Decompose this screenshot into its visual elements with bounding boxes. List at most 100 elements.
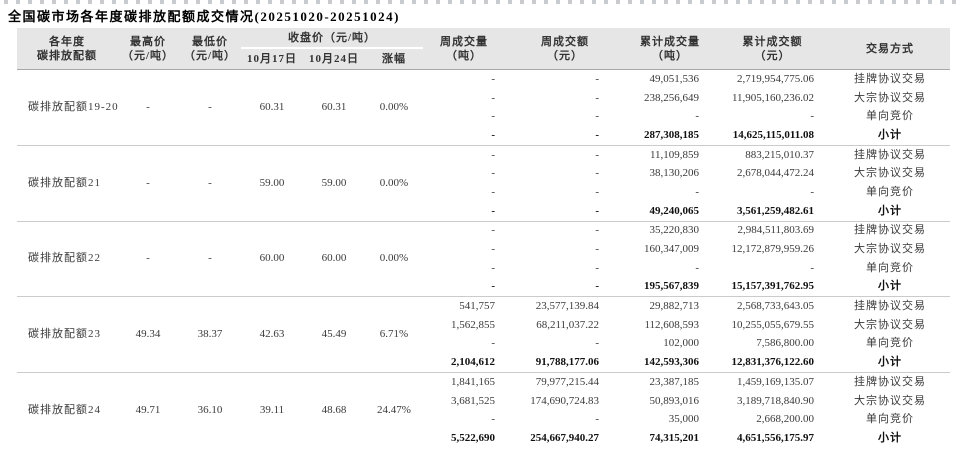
week-volume-cell: - — [491, 413, 496, 426]
trade-method-cell: 大宗协议交易 — [854, 167, 927, 180]
header-low-unit: （元/吨） — [183, 49, 237, 62]
table-row: 碳排放配额21- -59.00 59.00 0.00% - -11,109,859 883,… — [17, 145, 950, 222]
header-low-line1: 最低价 — [192, 35, 228, 48]
header-close-oct24: 10月24日 — [303, 48, 365, 70]
clipped-text-row — [4, 0, 960, 4]
cum-amount-cell: 14,625,115,011.08 — [715, 126, 831, 146]
cum-amount-cell: 4,651,556,175.97 — [737, 431, 815, 444]
cum-volume-cell: - — [695, 261, 700, 274]
table-body: 碳排放配额19-20- -60.31 60.31 0.00% - -49,051,536 2… — [17, 69, 951, 448]
week-amount-cell: - — [595, 72, 600, 85]
trade-method-cell: 小计 — [830, 201, 951, 222]
header-high-price: 最高价 （元/吨） — [117, 28, 179, 70]
header-week-amount-line1: 周成交额 — [541, 35, 590, 48]
low-price-cell: - — [179, 69, 241, 146]
header-cum-amount-line1: 累计成交额 — [742, 35, 803, 48]
week-amount-cell: - — [595, 337, 600, 350]
header-cum-amount: 累计成交额 （元） — [715, 28, 831, 70]
table-row: - - - - 单向竞价 — [17, 107, 950, 126]
week-volume-cell: - — [491, 185, 496, 198]
trade-method-cell: 大宗协议交易 — [854, 243, 927, 256]
week-amount-cell: - — [505, 126, 626, 146]
close-oct24-cell: 48.68 — [321, 403, 347, 416]
trade-method-cell: 挂牌协议交易 — [854, 148, 927, 161]
close-oct24-cell: 45.49 — [303, 296, 365, 373]
week-volume-cell: - — [491, 261, 496, 274]
group-name-cell: 碳排放配额24 — [28, 403, 101, 416]
week-volume-cell: - — [491, 167, 496, 180]
cum-amount-cell: 1,459,169,135.07 — [737, 375, 815, 388]
change-cell: 0.00% — [365, 145, 424, 222]
header-week-volume-line1: 周成交量 — [440, 35, 489, 48]
week-volume-cell: 541,757 — [459, 300, 496, 313]
high-price-cell: - — [117, 69, 179, 146]
table-row: 碳排放配额19-20- -60.31 60.31 0.00% - -49,051,536 2… — [17, 69, 950, 146]
cum-volume-cell: - — [695, 185, 700, 198]
high-price-cell: 49.71 — [135, 403, 161, 416]
cum-amount-cell: 883,215,010.37 — [745, 148, 815, 161]
header-week-volume: 周成交量 （吨） — [423, 28, 506, 70]
week-volume-cell: 1,841,165 — [451, 375, 496, 388]
week-amount-cell: - — [595, 243, 600, 256]
week-amount-cell: - — [595, 224, 600, 237]
table-row: - - - - 单向竞价 — [17, 183, 950, 202]
cum-volume-cell: 35,220,830 — [649, 224, 700, 237]
group-name-cell: 碳排放配额23 — [17, 296, 117, 373]
close-oct17-cell: 59.00 — [241, 145, 303, 222]
table-row: 5,522,690 254,667,940.27 74,315,201 4,651,5… — [17, 429, 950, 448]
week-amount-cell: - — [505, 201, 626, 222]
cum-amount-cell: 2,719,954,775.06 — [737, 72, 815, 85]
header-close-price-group: 收盘价（元/吨） — [241, 28, 424, 49]
table-row: - - 160,347,009 12,172,879,959.26 大宗协议交易 — [17, 240, 950, 259]
trade-method-cell: 挂牌协议交易 — [854, 300, 927, 313]
cum-volume-cell: 195,567,839 — [625, 277, 716, 298]
cum-volume-cell: 74,315,201 — [649, 431, 700, 444]
cum-volume-cell: - — [695, 110, 700, 123]
cum-amount-cell: 2,678,044,472.24 — [737, 167, 815, 180]
cum-volume-cell: 38,130,206 — [649, 167, 700, 180]
table-row: - - 238,256,649 11,905,160,236.02 大宗协议交易 — [17, 89, 950, 108]
trade-method-cell: 单向竞价 — [866, 110, 915, 123]
cum-volume-cell: 112,608,593 — [644, 318, 700, 331]
week-volume-cell: - — [491, 110, 496, 123]
week-volume-cell: - — [491, 224, 496, 237]
table-row: - -49,240,065 3,561,259,482.61 小计 — [17, 201, 951, 222]
trade-method-cell: 小计 — [830, 277, 951, 298]
header-high-unit: （元/吨） — [121, 49, 175, 62]
week-volume-cell: 5,522,690 — [451, 431, 496, 444]
table-row: - -287,308,185 14,625,115,011.08 小计 — [17, 126, 951, 146]
trade-method-cell: 大宗协议交易 — [854, 394, 927, 407]
header-week-amount-unit: （元） — [547, 49, 584, 62]
cum-volume-cell: 160,347,009 — [644, 243, 700, 256]
table-row: 碳排放配额24 49.71 36.10 39.11 48.68 24.47% 1,841,1… — [17, 373, 950, 416]
week-volume-cell: - — [423, 126, 506, 146]
high-price-cell: - — [117, 145, 179, 222]
cum-amount-cell: 3,561,259,482.61 — [715, 201, 831, 222]
cum-amount-cell: 2,668,200.00 — [756, 413, 815, 426]
week-volume-cell: - — [491, 148, 496, 161]
cum-volume-cell: 49,240,065 — [625, 201, 716, 222]
cum-volume-cell: 142,593,306 — [625, 353, 716, 374]
high-price-cell: 49.34 — [117, 296, 179, 373]
cum-volume-cell: 238,256,649 — [644, 91, 700, 104]
trade-method-cell: 单向竞价 — [866, 413, 915, 426]
cum-volume-cell: 50,893,016 — [649, 394, 700, 407]
week-amount-cell: 254,667,940.27 — [530, 431, 600, 444]
table-header: 各年度 碳排放配额 最高价 （元/吨） 最低价 （元/吨） 收盘价（元/吨） 周… — [17, 28, 951, 70]
change-cell: 0.00% — [365, 69, 424, 146]
header-trade-method: 交易方式 — [830, 28, 951, 70]
trade-method-cell: 小计 — [830, 353, 951, 374]
cum-amount-cell: - — [810, 110, 815, 123]
cum-amount-cell: 11,905,160,236.02 — [731, 91, 815, 104]
low-price-cell: 38.37 — [179, 296, 241, 373]
week-amount-cell: - — [595, 148, 600, 161]
table-row: - - 35,000 2,668,200.00 单向竞价 — [17, 410, 950, 429]
trade-method-cell: 单向竞价 — [866, 261, 915, 274]
cum-volume-cell: 102,000 — [663, 337, 700, 350]
week-volume-cell: - — [491, 243, 496, 256]
header-week-amount: 周成交额 （元） — [505, 28, 626, 70]
close-oct24-cell: 60.31 — [303, 69, 365, 146]
cum-amount-cell: - — [810, 185, 815, 198]
header-product-line1: 各年度 — [49, 35, 85, 48]
